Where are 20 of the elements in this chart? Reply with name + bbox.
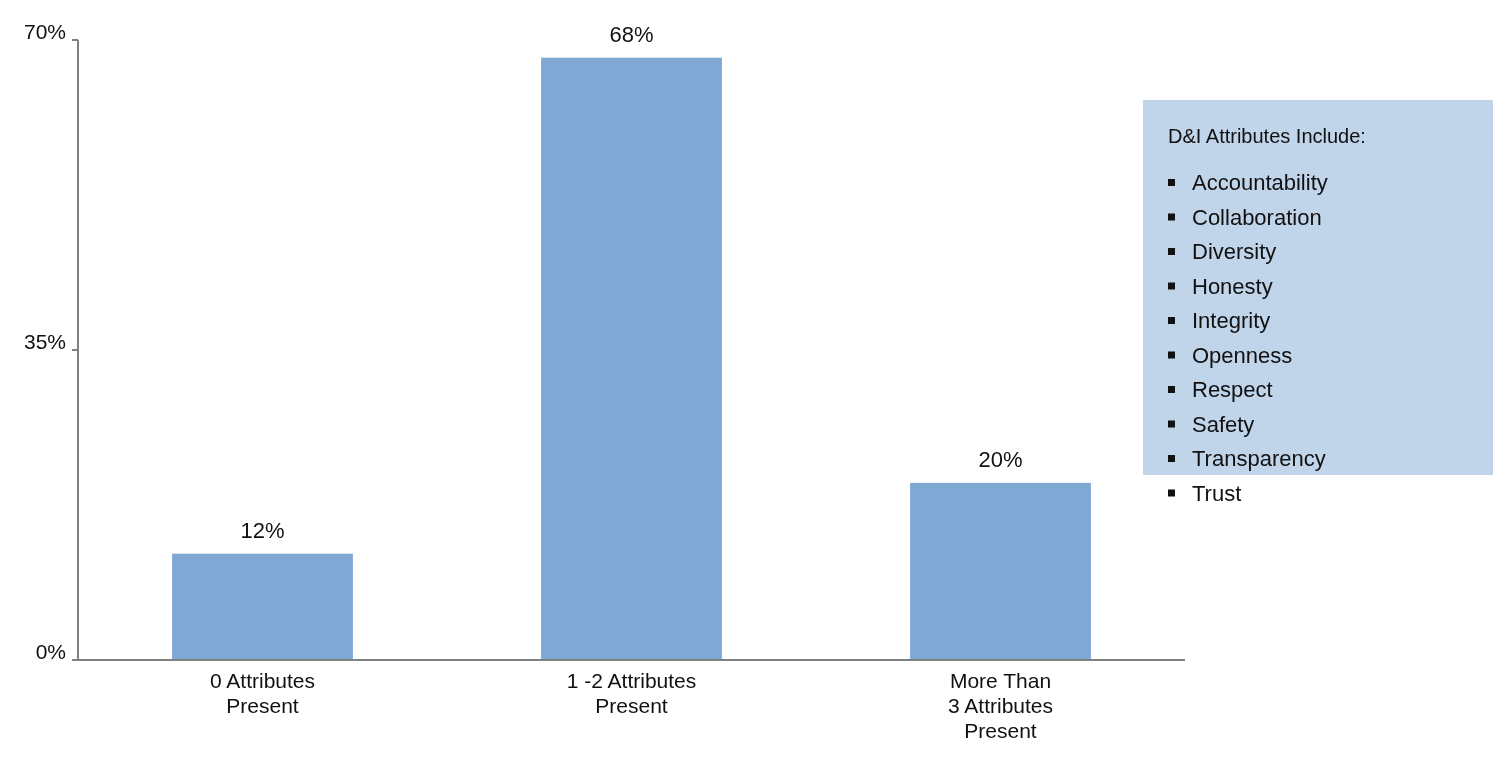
x-tick-label: 1 -2 Attributes Present [566,669,697,717]
data-label: 68% [609,21,654,47]
x-tick-label: More Than 3 Attributes Present [947,669,1054,742]
annotation: D&I Attributes Include: [1168,125,1366,147]
text: Diversity [1192,239,1277,264]
text: Respect [1192,377,1273,402]
data-label: 20% [978,446,1023,472]
data-label: 12% [240,517,285,543]
text: Integrity [1192,308,1271,333]
text: Collaboration [1192,204,1322,230]
y-tick-label: 35% [23,329,66,353]
text: Safety [1192,411,1255,437]
text: Accountability [1192,170,1328,195]
y-tick-label: 70% [23,19,66,43]
y-tick-label: 0% [35,639,66,663]
text: Trust [1192,480,1242,506]
text: Openness [1192,342,1293,368]
text: Transparency [1192,446,1326,471]
x-tick-label: 0 Attributes Present [209,669,316,717]
text: Honesty [1192,273,1273,299]
